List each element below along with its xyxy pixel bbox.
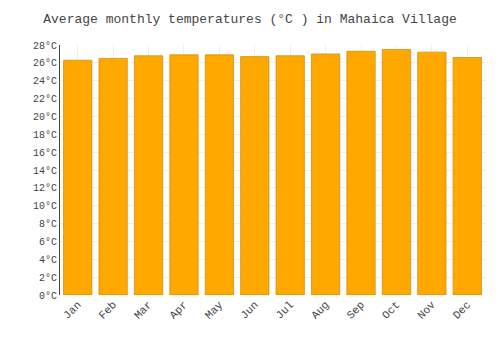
svg-text:Dec: Dec: [451, 299, 473, 321]
svg-text:28°C: 28°C: [33, 41, 57, 52]
svg-text:Jan: Jan: [61, 299, 83, 321]
svg-text:May: May: [203, 299, 226, 322]
svg-text:Apr: Apr: [167, 299, 189, 321]
svg-text:Average monthly temperatures (: Average monthly temperatures (°C ) in Ma…: [43, 12, 456, 27]
svg-text:Oct: Oct: [380, 299, 402, 321]
svg-text:8°C: 8°C: [39, 219, 57, 230]
svg-text:14°C: 14°C: [33, 166, 57, 177]
svg-text:2°C: 2°C: [39, 273, 57, 284]
svg-text:16°C: 16°C: [33, 148, 57, 159]
svg-text:Mar: Mar: [132, 299, 154, 321]
svg-text:Jun: Jun: [238, 299, 260, 321]
svg-text:10°C: 10°C: [33, 201, 57, 212]
svg-text:24°C: 24°C: [33, 76, 57, 87]
svg-text:22°C: 22°C: [33, 94, 57, 105]
svg-text:0°C: 0°C: [39, 291, 57, 302]
svg-text:Feb: Feb: [97, 299, 119, 321]
svg-text:Sep: Sep: [345, 299, 367, 321]
svg-text:Jul: Jul: [274, 299, 296, 321]
svg-text:4°C: 4°C: [39, 255, 57, 266]
svg-text:Nov: Nov: [415, 299, 438, 322]
svg-text:12°C: 12°C: [33, 183, 57, 194]
svg-text:26°C: 26°C: [33, 58, 57, 69]
svg-text:Aug: Aug: [309, 299, 331, 321]
svg-text:6°C: 6°C: [39, 237, 57, 248]
svg-text:20°C: 20°C: [33, 112, 57, 123]
svg-text:18°C: 18°C: [33, 130, 57, 141]
